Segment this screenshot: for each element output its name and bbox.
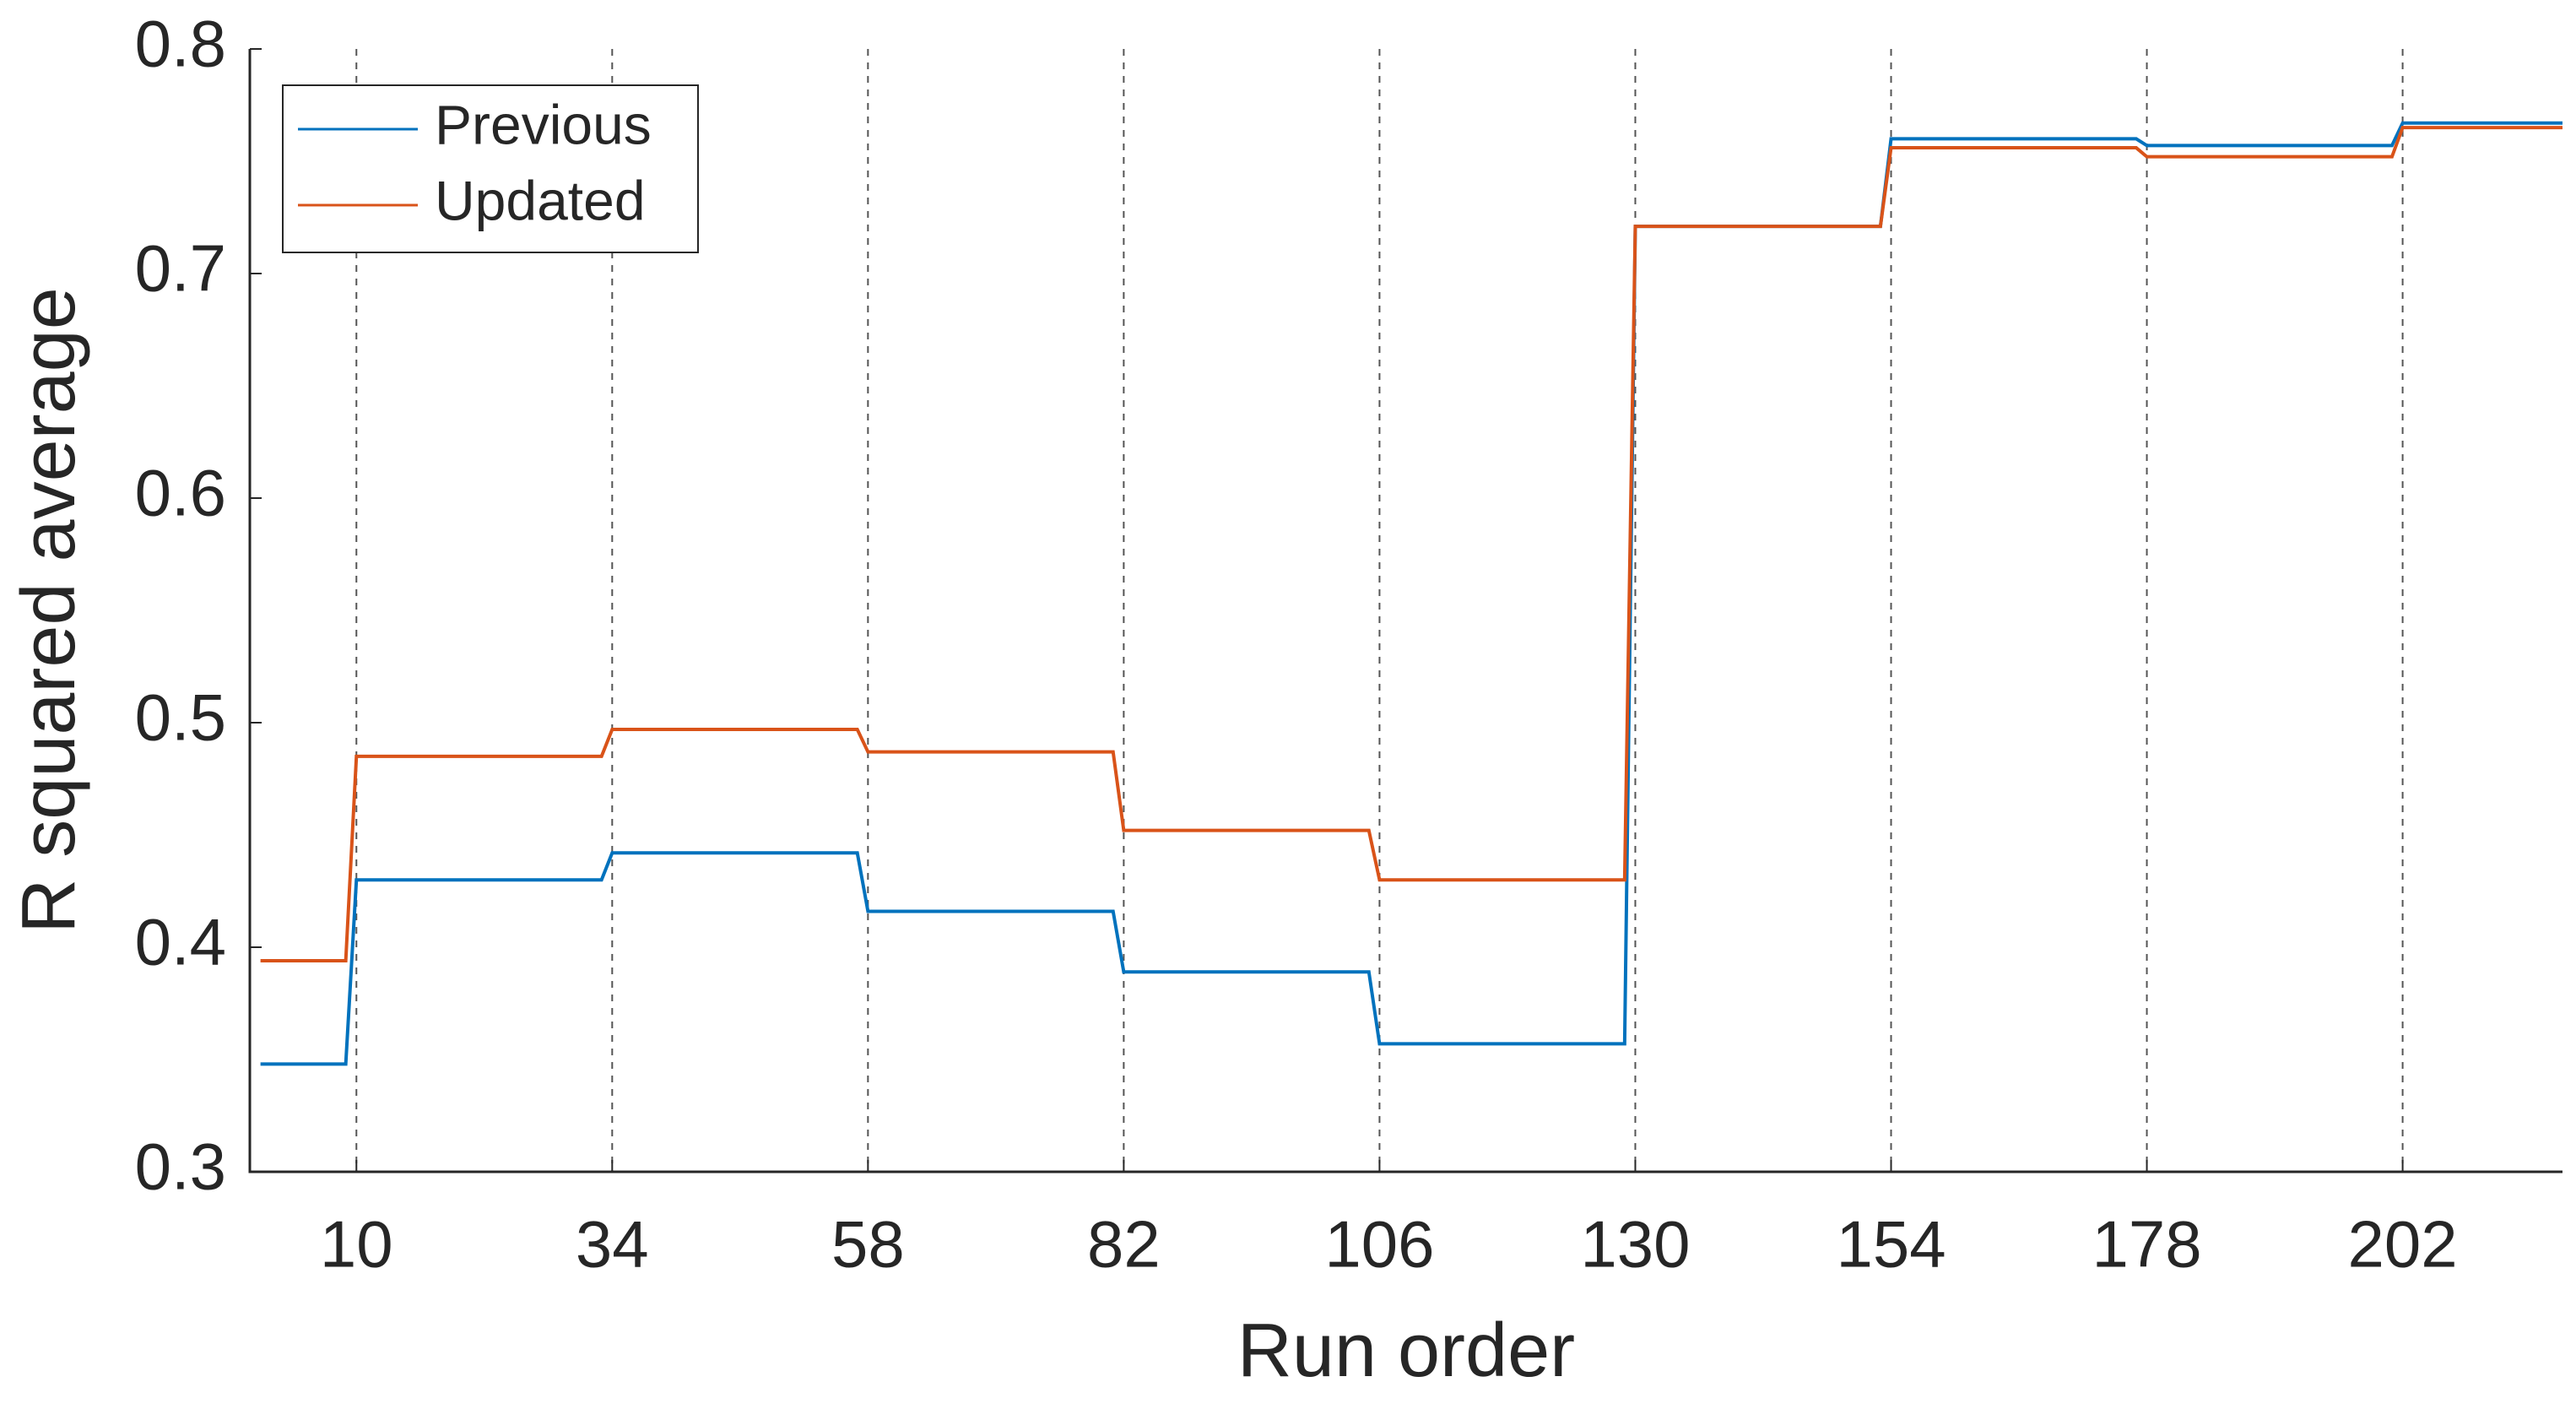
x-tick-label: 58 [831,1207,905,1282]
series-line [260,126,2562,962]
x-tick-label: 130 [1580,1207,1690,1282]
y-tick-label: 0.4 [135,905,226,979]
x-axis-label: Run order [1237,1309,1575,1393]
y-tick-label: 0.5 [135,680,226,755]
x-tick-label: 82 [1087,1207,1161,1282]
legend-label: Updated [435,169,646,231]
y-tick-label: 0.8 [135,7,226,81]
x-tick-label: 10 [320,1207,393,1282]
x-tick-label: 202 [2348,1207,2458,1282]
x-tick-label: 106 [1324,1207,1434,1282]
y-tick-label: 0.6 [135,456,226,530]
x-tick-label: 34 [576,1207,649,1282]
y-tick-label: 0.3 [135,1130,226,1204]
series-line [260,121,2562,1066]
x-tick-label: 178 [2092,1207,2201,1282]
y-axis-label: R squared average [7,287,91,933]
legend-box [282,84,699,253]
legend-label: Previous [435,93,652,155]
y-tick-label: 0.7 [135,231,226,306]
x-tick-label: 154 [1836,1207,1946,1282]
axis-line [248,49,2562,1173]
